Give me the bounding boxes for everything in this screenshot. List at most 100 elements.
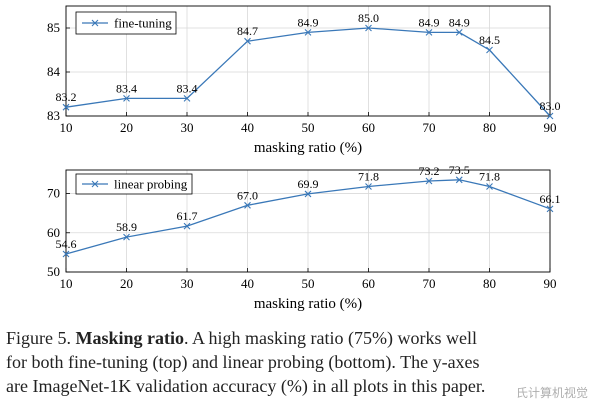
data-label: 83.0 [540,99,561,113]
data-point-marker [183,95,191,102]
x-tick-label: 10 [60,120,73,135]
legend-marker [91,19,99,27]
data-point [304,29,312,36]
caption-line1-rest: . A high masking ratio (75%) works well [184,328,477,348]
data-point-marker [365,183,372,190]
y-tick-label: 50 [47,264,60,279]
data-point-marker [486,46,493,54]
y-tick-label: 84 [47,64,61,79]
data-point [244,37,251,45]
data-point [425,29,433,36]
data-label: 67.0 [237,188,258,202]
x-tick-label: 40 [241,276,254,291]
caption-bold: Masking ratio [75,328,185,348]
data-point-marker [304,29,312,36]
x-tick-label: 90 [544,120,557,135]
data-point [486,183,493,190]
x-tick-label: 60 [362,276,375,291]
data-point-marker [365,24,372,32]
data-point [365,183,372,190]
data-label: 84.5 [479,33,500,47]
data-label: 84.9 [298,15,319,29]
legend-label: fine-tuning [114,16,172,31]
data-label: 84.9 [419,15,440,29]
data-point-marker [123,95,130,102]
data-label: 54.6 [56,237,77,251]
legend-box [75,11,177,35]
data-point [183,222,191,230]
legend-label: linear probing [114,177,188,192]
x-tick-label: 20 [120,276,133,291]
series-line [65,179,551,255]
x-tick-label: 90 [544,276,557,291]
x-tick-label: 80 [483,276,496,291]
data-point-marker [244,201,251,209]
data-point [183,95,191,102]
data-label: 83.4 [116,81,137,95]
caption-prefix: Figure 5. [6,328,76,348]
data-point-marker [183,222,191,230]
y-tick-label: 60 [47,225,60,240]
data-label: 84.9 [449,15,470,29]
x-tick-label: 80 [483,120,496,135]
data-point-marker [455,29,463,36]
chart-panel-1: 10 20 30 40 50 60 70 80 90 83 84 85 masking ratio (%… [47,5,561,156]
data-point [123,233,130,241]
x-tick-label: 70 [423,276,436,291]
data-label: 71.8 [358,169,379,183]
chart-panel-2: 10 20 30 40 50 60 70 80 90 50 60 70 masking ratio (%… [47,163,561,312]
data-point-marker [425,29,433,36]
data-point [365,24,372,32]
data-point [244,201,251,209]
data-point [546,205,554,213]
data-point-marker [62,103,70,111]
x-tick-label: 10 [60,276,73,291]
data-label: 83.4 [177,81,198,95]
x-axis-title: masking ratio (%) [254,296,362,312]
data-point-marker [244,37,251,45]
data-point-marker [62,250,70,258]
data-label: 85.0 [358,11,379,25]
data-point-marker [123,233,130,241]
data-point-marker [546,205,554,213]
x-tick-label: 50 [302,276,315,291]
watermark: 氏计算机视觉 [515,386,588,400]
y-tick-label: 70 [47,186,60,201]
x-tick-label: 20 [120,120,133,135]
data-point [304,190,312,198]
data-point-marker [546,112,554,120]
data-label: 69.9 [298,177,319,191]
data-point-marker [455,176,463,184]
data-label: 61.7 [177,209,198,223]
x-tick-label: 30 [181,276,194,291]
x-tick-label: 30 [181,120,194,135]
x-tick-label: 60 [362,120,375,135]
legend-marker [91,180,99,188]
data-point [62,103,70,111]
data-label: 84.7 [237,24,258,38]
y-tick-label: 83 [47,108,60,123]
data-point [455,176,463,184]
data-point-marker [486,183,493,190]
x-tick-label: 70 [423,120,436,135]
series-line [65,27,551,117]
caption-line2: for both fine-tuning (top) and linear pr… [6,352,480,372]
x-axis-title: masking ratio (%) [254,140,362,156]
data-point-marker [304,190,312,198]
x-tick-label: 40 [241,120,254,135]
legend-box [75,173,193,195]
data-point [546,112,554,120]
caption-line3: are ImageNet-1K validation accuracy (%) … [6,376,486,396]
data-label: 71.8 [479,169,500,183]
data-label: 83.2 [56,90,77,104]
figure-caption: Figure 5. Masking ratio. A high masking … [6,326,598,398]
data-point [425,177,433,185]
y-tick-label: 85 [47,20,60,35]
data-label: 73.2 [419,164,440,178]
data-point-marker [425,177,433,185]
data-label: 66.1 [540,192,561,206]
data-label: 73.5 [449,163,470,177]
data-label: 58.9 [116,220,137,234]
data-point [123,95,130,102]
x-tick-label: 50 [302,120,315,135]
